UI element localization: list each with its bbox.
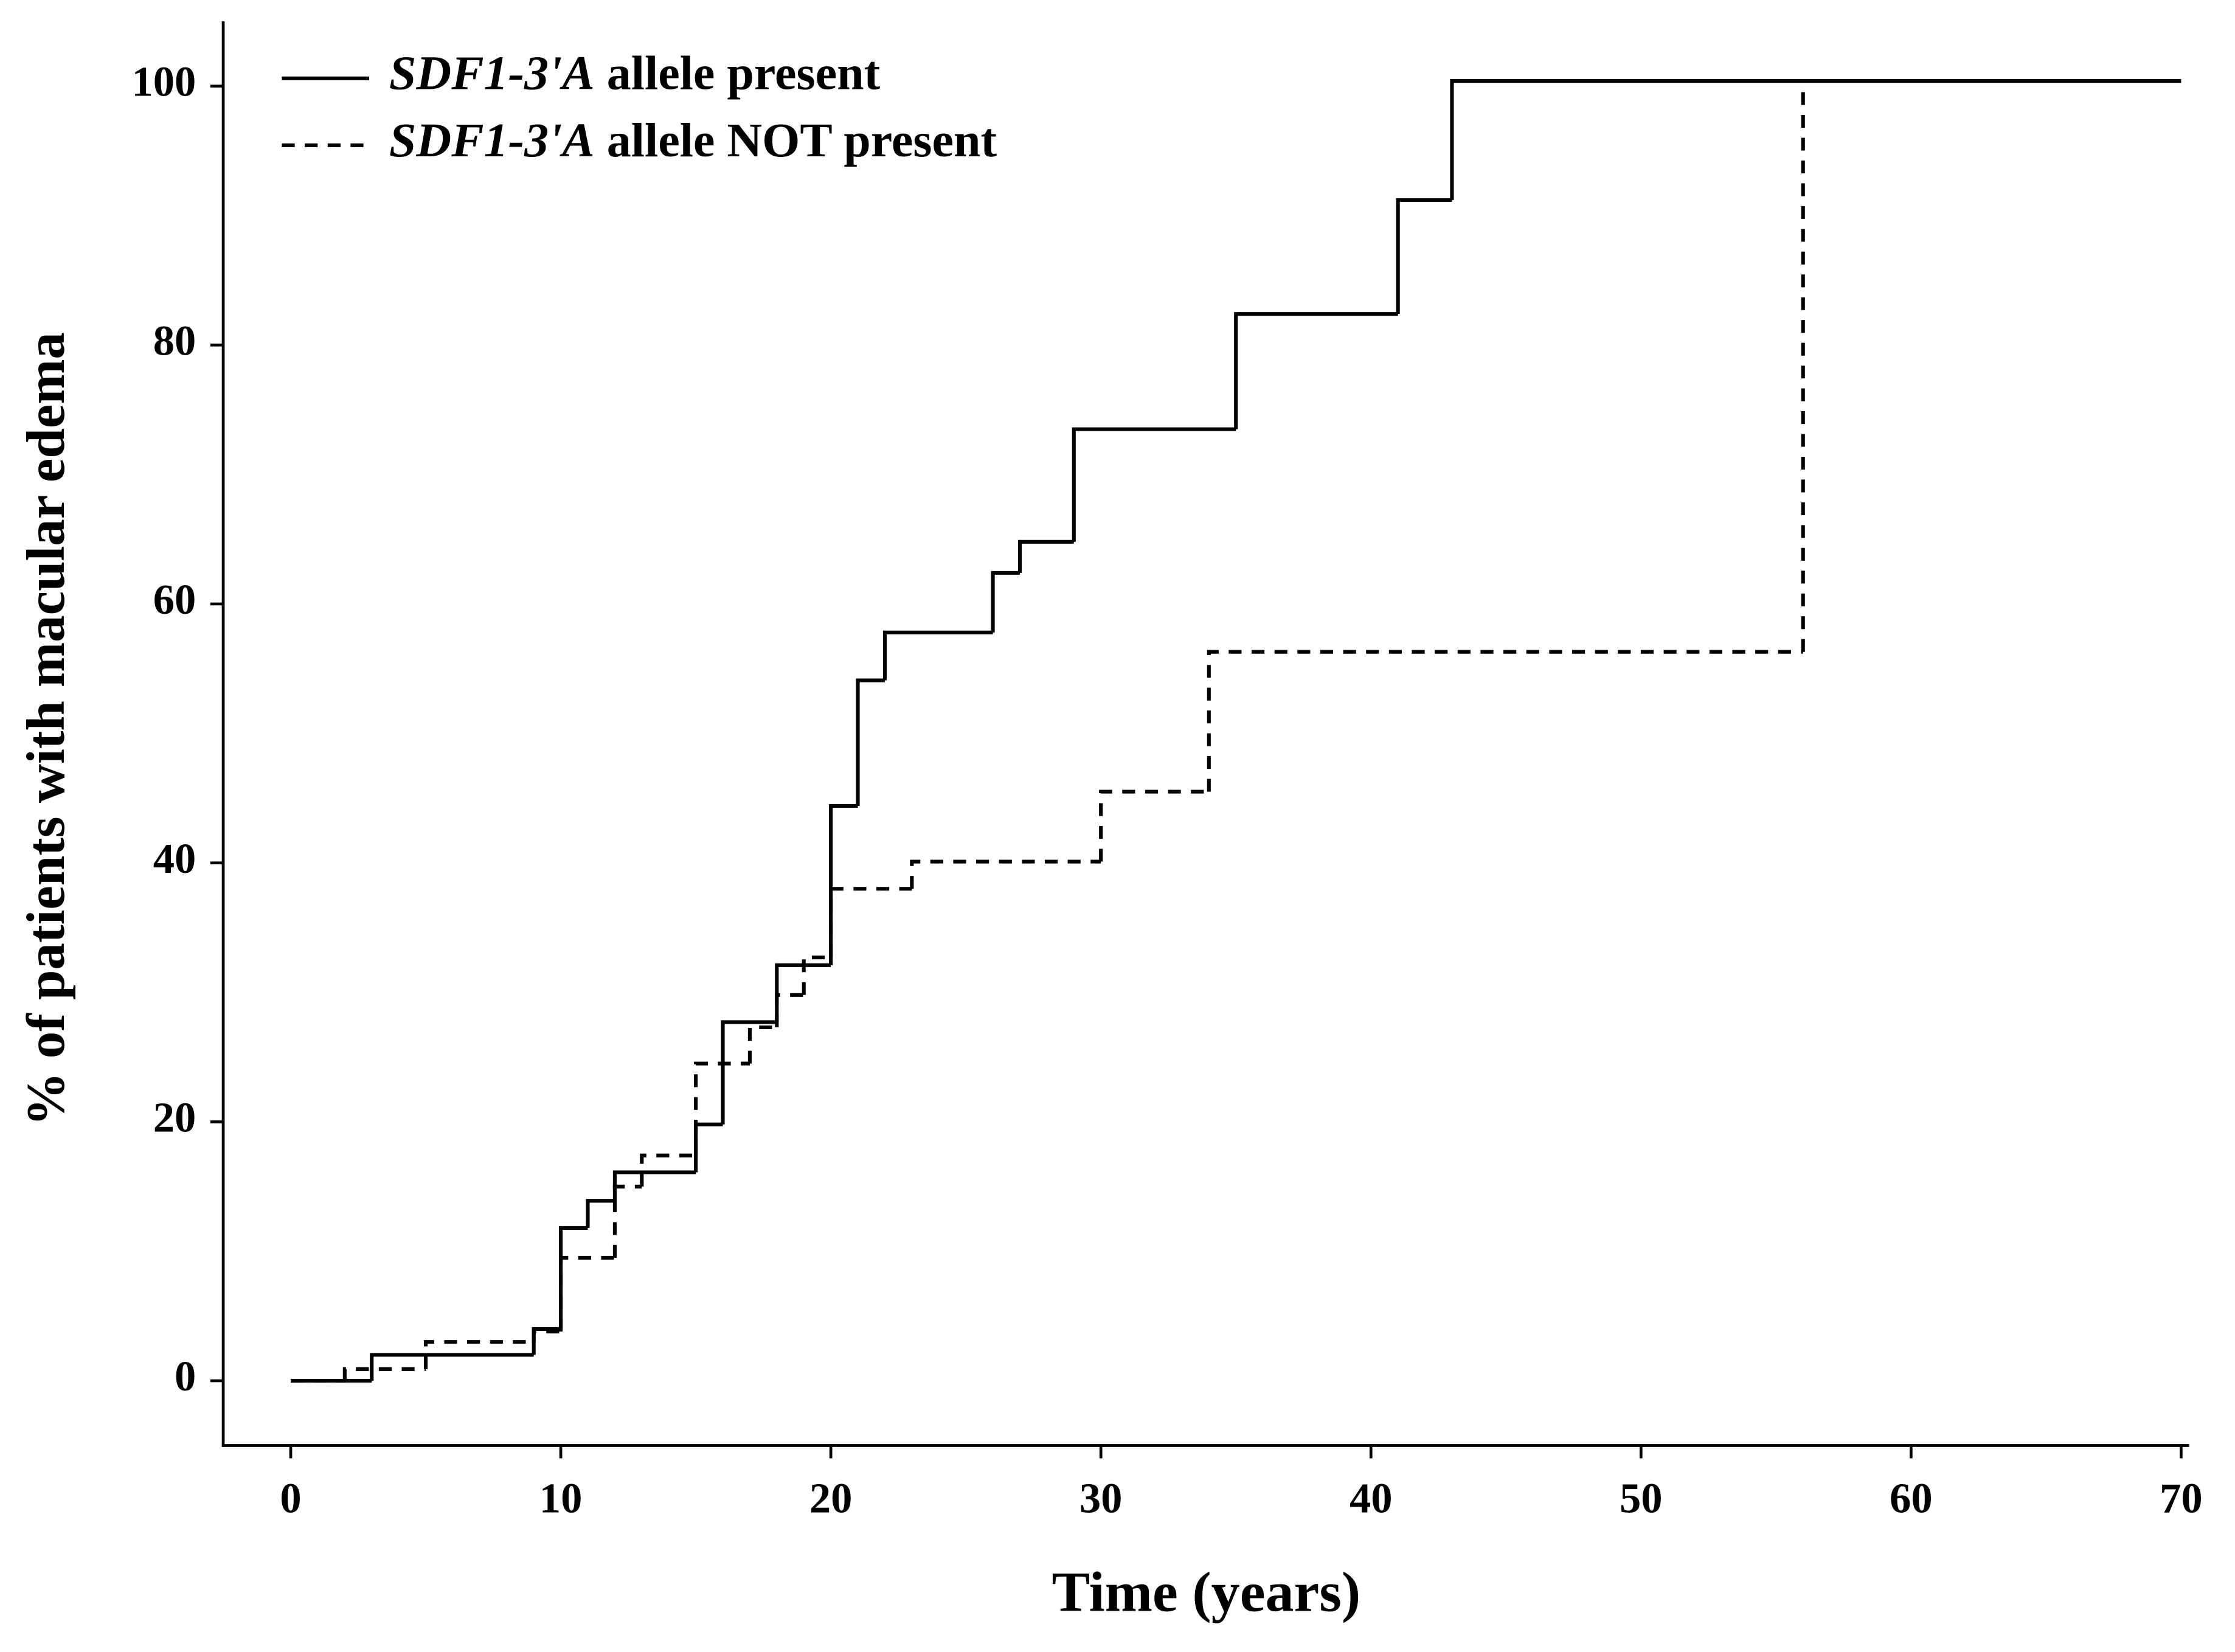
step-segment bbox=[694, 1122, 723, 1173]
step-segment bbox=[532, 1330, 561, 1342]
step-segment bbox=[612, 1184, 642, 1258]
legend-label: SDF1-3'A allele NOT present bbox=[389, 114, 997, 167]
step-segment bbox=[1207, 650, 1803, 792]
step-segment bbox=[559, 1226, 588, 1329]
y-tick-label: 20 bbox=[153, 1094, 196, 1142]
legend-label: SDF1-3'A allele present bbox=[389, 47, 881, 100]
y-tick-label: 40 bbox=[153, 835, 196, 883]
step-segment bbox=[640, 1153, 696, 1187]
y-tick-label: 80 bbox=[153, 318, 196, 365]
y-tick-label: 100 bbox=[131, 58, 196, 106]
step-segment bbox=[424, 1340, 534, 1369]
step-segment bbox=[532, 1327, 561, 1355]
step-segment bbox=[882, 630, 993, 681]
step-segment bbox=[342, 1367, 426, 1381]
step-segment bbox=[721, 1020, 777, 1125]
y-tick-label: 0 bbox=[175, 1353, 196, 1400]
y-axis-title: % of patients with macular edema bbox=[16, 332, 76, 1126]
step-segment bbox=[829, 887, 912, 958]
step-segment bbox=[694, 1061, 750, 1156]
step-segment bbox=[370, 1353, 534, 1381]
step-segment bbox=[775, 993, 804, 1027]
x-tick-label: 50 bbox=[1620, 1474, 1663, 1522]
step-segment bbox=[1450, 78, 2181, 200]
y-tick-label: 60 bbox=[153, 576, 196, 623]
step-segment bbox=[829, 803, 858, 965]
step-segment bbox=[802, 956, 831, 995]
step-segment bbox=[747, 1025, 777, 1064]
step-segment bbox=[1072, 427, 1236, 542]
step-segment bbox=[1017, 540, 1074, 573]
x-axis-title: Time (years) bbox=[1052, 1561, 1360, 1624]
step-segment bbox=[1234, 312, 1398, 429]
x-tick-label: 60 bbox=[1890, 1474, 1933, 1522]
step-segment bbox=[586, 1199, 615, 1228]
x-tick-label: 20 bbox=[809, 1474, 853, 1522]
step-segment bbox=[1396, 198, 1452, 314]
x-tick-label: 70 bbox=[2160, 1474, 2203, 1522]
step-segment bbox=[991, 571, 1020, 633]
x-tick-label: 0 bbox=[280, 1474, 301, 1522]
step-segment bbox=[612, 1170, 696, 1201]
x-tick-label: 30 bbox=[1079, 1474, 1123, 1522]
step-segment bbox=[910, 859, 1101, 889]
x-tick-label: 10 bbox=[539, 1474, 583, 1522]
x-tick-label: 40 bbox=[1350, 1474, 1393, 1522]
step-segment bbox=[559, 1255, 615, 1332]
step-segment bbox=[856, 678, 885, 807]
step-segment bbox=[1099, 790, 1209, 862]
